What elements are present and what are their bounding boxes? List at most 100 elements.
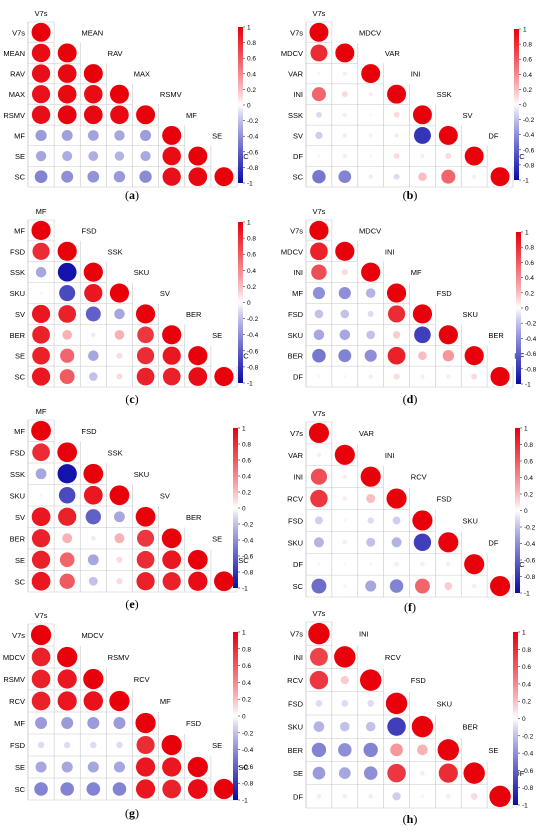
colorbar-tick-label: 0.6 (523, 57, 532, 64)
row-label: SE (15, 352, 25, 361)
corr-circle-SC-SKU (116, 578, 123, 585)
colorbar-tick-label: 0.4 (522, 681, 531, 688)
diagonal-label: SV (160, 289, 170, 298)
corr-circle-SE-SE (463, 762, 485, 784)
corr-circle-MF-MF (162, 125, 182, 145)
corr-circle-SE-FSD (387, 763, 406, 783)
colorbar-tick-label: -0.8 (524, 574, 536, 581)
corr-circle-SE-SKU (420, 770, 425, 776)
corr-circle-SV-SKU (114, 308, 125, 320)
diagonal-label: FSD (437, 289, 453, 298)
corr-circle-SC-SC (490, 167, 510, 187)
corr-circle-SC-SSK (89, 372, 98, 381)
colorbar-tick-label: 0.6 (242, 663, 251, 670)
corr-circle-SKU-FSD (59, 285, 76, 302)
panel-caption: (g) (125, 806, 139, 820)
corr-circle-SC-SKU (116, 373, 123, 380)
corr-circle-SKU-VAR (342, 540, 348, 545)
diagonal-label: FSD (82, 226, 98, 235)
corr-circle-BER-SV (137, 326, 154, 344)
corr-circle-FSD-FSD (57, 241, 77, 261)
corr-circle-INI-INI (361, 262, 381, 282)
row-label: DF (293, 560, 303, 569)
corr-circle-SE-RSMV (140, 150, 151, 162)
colorbar-tick-label: -0.2 (522, 733, 534, 740)
corr-circle-BER-BER (464, 346, 484, 366)
corr-circle-DF-BER (471, 373, 478, 380)
diagonal-label: V7s (312, 609, 325, 618)
colorbar-tick-label: 0.4 (523, 72, 532, 79)
colorbar-tick-label: -0.2 (247, 316, 259, 323)
corr-circle-RAV-V7s (31, 64, 51, 83)
corr-circle-SE-FSD (162, 757, 182, 777)
corr-circle-FSD-MF (387, 305, 406, 323)
diagonal-label: BER (463, 723, 479, 732)
row-label: MF (14, 131, 25, 140)
colorbar-tick-label: 0 (247, 300, 251, 307)
colorbar-tick-label: 0.6 (522, 664, 531, 671)
corr-circle-SV-SV (438, 125, 458, 145)
row-label: SE (15, 763, 25, 772)
panel-caption: (a) (125, 188, 139, 202)
panel-h: V7s V7s INI INI RCV RCV FSD FSD SKU SKU BER BER SE SE… (287, 609, 533, 810)
corr-circle-DF-MDCV (342, 153, 347, 159)
row-label: FSD (10, 247, 26, 256)
colorbar-tick-label: 0.4 (247, 268, 256, 275)
corr-circle-SE-RSMV (87, 761, 99, 773)
corr-circle-DF-RCV (368, 793, 374, 799)
corr-circle-FSD-FSD (161, 734, 182, 756)
corr-circle-SC-SV (136, 572, 155, 591)
corr-circle-SE-SKU (116, 556, 123, 563)
corr-circle-SKU-FSD (413, 533, 432, 552)
corr-circle-INI-V7s (309, 647, 328, 666)
corr-circle-SC-SE (188, 167, 208, 187)
corr-circle-SKU-SKU (438, 532, 459, 553)
colorbar-tick-label: -0.8 (523, 162, 535, 169)
corr-circle-BER-SSK (91, 332, 96, 337)
corr-circle-SC-FSD (162, 779, 182, 799)
diagonal-label: SSK (108, 448, 123, 457)
colorbar-tick-label: -0.2 (523, 117, 535, 124)
corr-circle-SKU-INI (340, 721, 350, 732)
row-label: SKU (10, 491, 25, 500)
colorbar-tick-label: -0.8 (242, 781, 254, 788)
colorbar-tick-label: 0.2 (524, 492, 533, 499)
corr-circle-SE-SKU (116, 352, 123, 359)
corr-circle-SV-SSK (413, 126, 431, 144)
colorbar-tick-label: 0.2 (247, 284, 256, 291)
colorbar-tick-label: 0.8 (247, 40, 256, 47)
row-label: MDCV (3, 653, 25, 662)
diagonal-label: INI (385, 247, 395, 256)
corr-circle-SC-SC (213, 778, 235, 800)
colorbar (516, 232, 521, 384)
corr-circle-SE-MF (32, 346, 50, 365)
diagonal-label: SSK (108, 247, 123, 256)
colorbar-tick-label: -1 (523, 178, 529, 185)
corr-circle-SE-MDCV (61, 761, 73, 773)
colorbar-tick-label: 0.6 (524, 459, 533, 466)
corr-circle-V7s-V7s (308, 422, 329, 443)
colorbar-tick-label: -1 (242, 586, 248, 593)
corr-circle-RCV-INI (366, 494, 376, 504)
corr-circle-SSK-MF (35, 266, 47, 278)
colorbar-tick-label: 0.4 (524, 475, 533, 482)
row-label: SE (293, 769, 303, 778)
colorbar-tick-label: -0.2 (242, 522, 254, 529)
panel-f: V7s V7s VAR VAR INI INI RCV RCV FSD FSD SKU SKU DF DF… (287, 409, 535, 598)
colorbar-tick-label: 0 (523, 102, 527, 109)
corr-circle-INI-VAR (368, 92, 373, 97)
corr-circle-MF-MF (31, 220, 51, 241)
diagonal-label: BER (488, 331, 504, 340)
corr-circle-MF-MF (386, 283, 407, 303)
corr-circle-SSK-INI (393, 111, 400, 118)
diagonal-label: VAR (385, 49, 400, 58)
row-label: MAX (9, 90, 25, 99)
diagonal-label: FSD (411, 676, 427, 685)
corr-circle-V7s-V7s (30, 624, 52, 646)
corr-circle-SKU-RCV (391, 537, 402, 548)
corr-circle-RCV-V7s (309, 670, 329, 690)
corr-circle-SV-INI (394, 133, 399, 138)
colorbar-tick-label: -0.6 (247, 348, 259, 355)
corr-circle-SC-VAR (343, 584, 347, 588)
corr-circle-SSK-V7s (315, 111, 322, 118)
